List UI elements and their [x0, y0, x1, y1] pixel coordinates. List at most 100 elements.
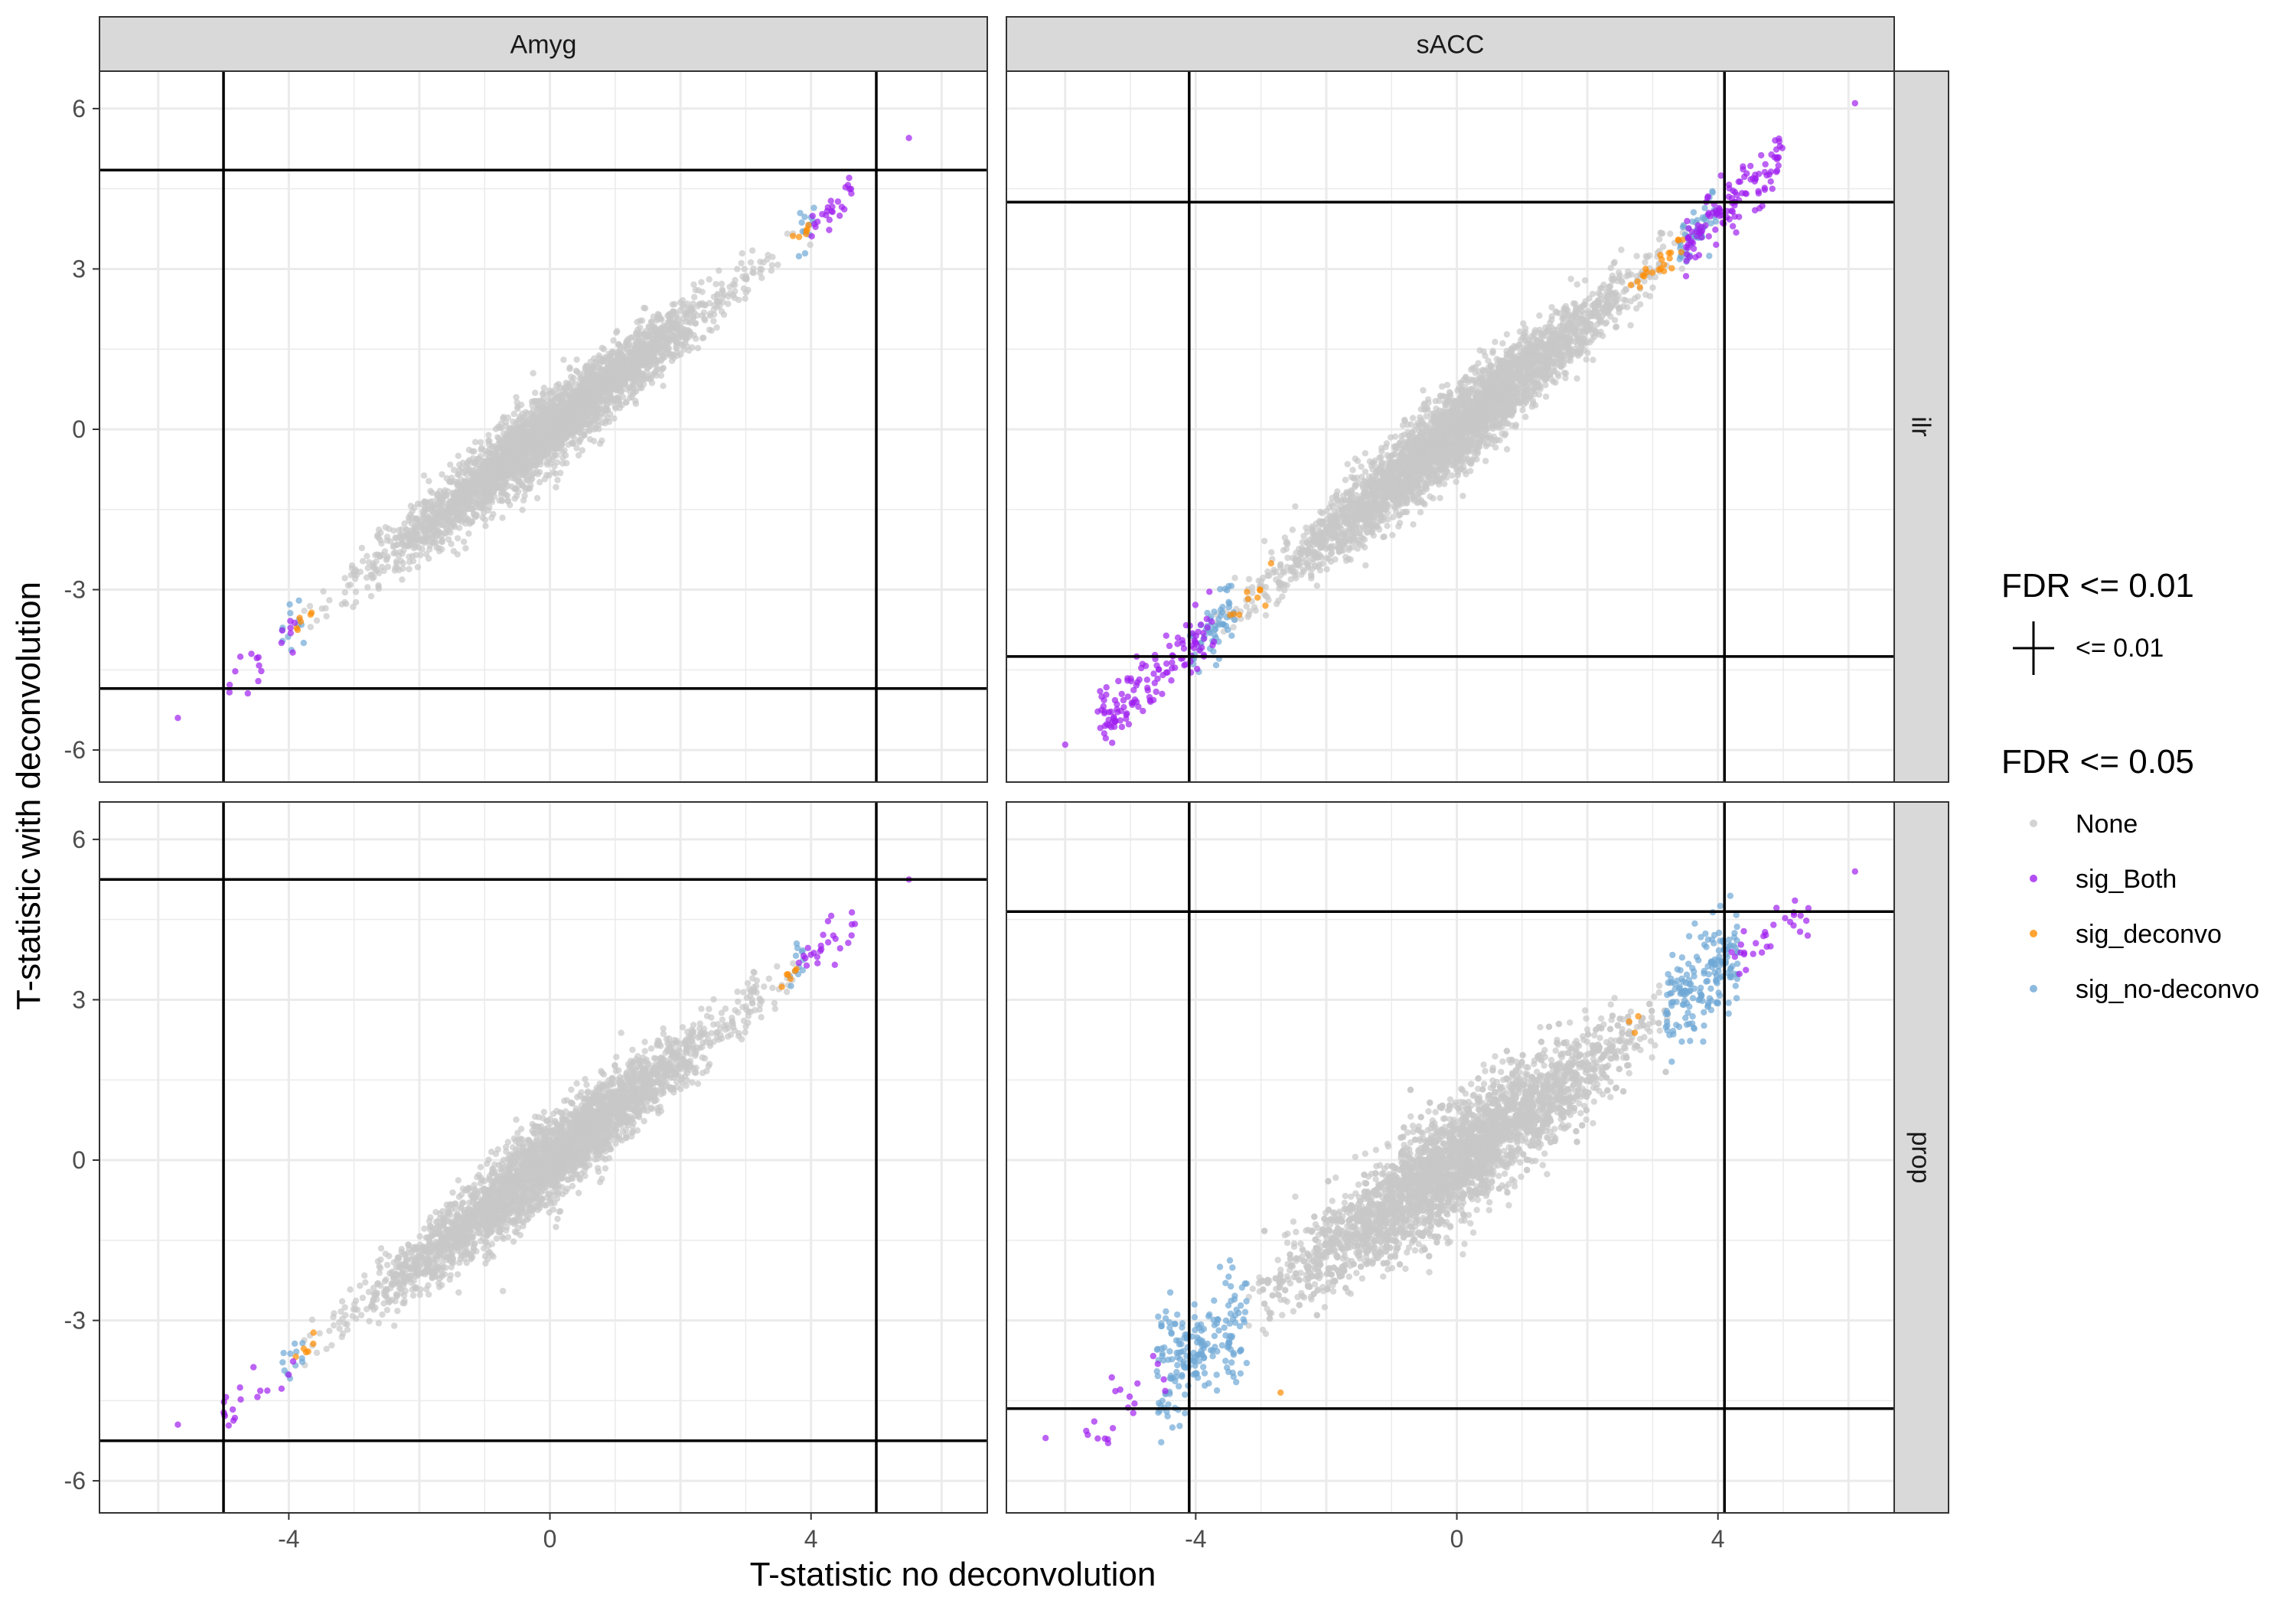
data-point-None	[556, 409, 563, 416]
data-point-None	[734, 266, 741, 272]
panel-Amyg-ilr	[99, 70, 988, 783]
data-point-None	[436, 487, 443, 494]
data-point-None	[682, 327, 690, 334]
data-point-None	[760, 259, 767, 266]
data-point-None	[639, 372, 646, 379]
data-point-None	[465, 530, 472, 537]
data-point-None	[520, 497, 527, 504]
data-point-None	[517, 458, 524, 465]
data-point-None	[364, 584, 371, 591]
data-point-None	[469, 467, 477, 474]
data-point-None	[562, 451, 569, 459]
data-point-None	[1459, 492, 1466, 500]
data-point-None	[352, 598, 360, 606]
data-point-None	[625, 358, 632, 365]
data-point-None	[557, 398, 565, 406]
data-point-None	[529, 402, 536, 409]
data-point-None	[553, 394, 560, 401]
data-point-None	[485, 432, 492, 438]
data-point-None	[531, 459, 538, 467]
data-point-None	[462, 545, 469, 552]
data-point-None	[679, 297, 687, 304]
data-point-None	[739, 249, 745, 257]
data-point-sig_Both	[842, 184, 850, 191]
data-point-None	[573, 368, 581, 375]
data-point-None	[628, 384, 634, 391]
data-point-None	[383, 533, 391, 540]
data-point-None	[1389, 532, 1396, 539]
data-point-None	[623, 337, 630, 345]
data-point-None	[318, 605, 325, 612]
data-point-None	[1620, 296, 1627, 303]
data-point-None	[560, 436, 568, 443]
data-point-sig_no-deconvo	[300, 640, 307, 647]
data-point-sig_Both	[236, 654, 244, 660]
data-point-sig_Both	[829, 208, 837, 216]
data-point-None	[465, 494, 472, 501]
data-point-None	[399, 540, 406, 547]
data-point-None	[700, 334, 707, 341]
data-point-None	[384, 563, 392, 570]
data-point-None	[658, 367, 665, 373]
data-point-None	[596, 440, 604, 447]
data-point-None	[1467, 468, 1474, 474]
data-point-sig_no-deconvo	[797, 210, 804, 217]
data-point-None	[677, 331, 684, 337]
data-point-None	[338, 601, 345, 608]
data-point-None	[533, 468, 540, 475]
data-point-None	[567, 402, 575, 409]
data-point-None	[429, 531, 436, 538]
data-point-None	[481, 517, 489, 523]
data-point-None	[562, 390, 569, 396]
data-point-None	[657, 344, 664, 350]
data-point-None	[505, 443, 512, 450]
data-point-None	[458, 518, 465, 525]
data-point-None	[567, 407, 575, 414]
data-point-None	[533, 448, 541, 455]
data-point-None	[1354, 545, 1362, 553]
data-point-None	[534, 415, 541, 422]
data-point-None	[1453, 478, 1459, 485]
data-point-sig_Both	[255, 654, 262, 661]
data-point-None	[375, 582, 382, 589]
data-point-None	[412, 526, 419, 533]
data-point-None	[440, 492, 448, 499]
data-point-None	[648, 319, 655, 326]
data-point-None	[367, 572, 374, 579]
data-point-None	[1642, 259, 1649, 266]
data-point-None	[553, 422, 559, 429]
data-point-None	[725, 300, 732, 308]
data-point-None	[528, 423, 536, 430]
data-point-None	[1329, 494, 1336, 501]
data-point-None	[323, 613, 330, 620]
data-point-None	[508, 424, 516, 432]
data-point-None	[713, 281, 719, 288]
data-point-None	[593, 414, 600, 421]
data-point-None	[502, 450, 509, 458]
data-point-None	[631, 378, 638, 386]
data-point-None	[426, 515, 432, 522]
data-point-None	[477, 453, 484, 460]
data-point-None	[450, 466, 458, 474]
data-point-None	[439, 538, 445, 545]
data-point-None	[460, 469, 468, 477]
data-point-None	[504, 497, 512, 504]
data-point-None	[599, 389, 607, 396]
data-point-None	[738, 259, 745, 267]
data-point-None	[570, 427, 578, 434]
data-point-None	[664, 319, 671, 326]
data-point-None	[1280, 587, 1288, 594]
data-point-sig_no-deconvo	[801, 249, 809, 257]
data-point-None	[637, 381, 644, 388]
data-point-None	[553, 382, 560, 390]
data-point-None	[557, 469, 564, 477]
data-point-None	[390, 543, 397, 550]
data-point-None	[1454, 471, 1462, 479]
data-point-sig_no-deconvo	[801, 214, 808, 220]
data-point-None	[619, 393, 626, 400]
panel-sACC-ilr	[1006, 70, 1895, 783]
data-point-None	[527, 484, 533, 492]
data-point-None	[1292, 503, 1299, 510]
data-point-None	[383, 556, 390, 563]
data-point-None	[1632, 295, 1639, 302]
